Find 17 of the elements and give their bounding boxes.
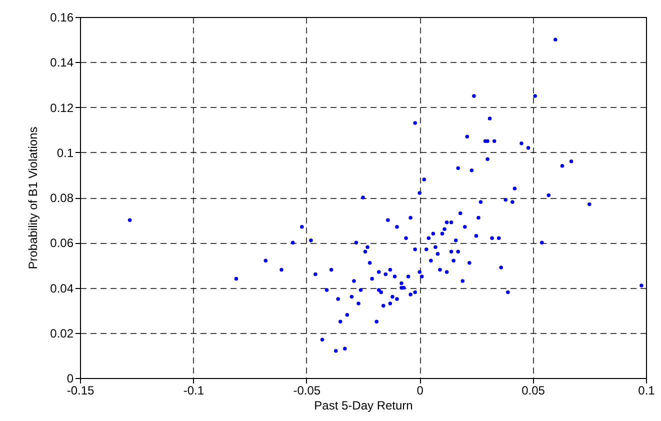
- y-tick-label: 0.1: [56, 146, 74, 160]
- x-tick-label: 0.1: [638, 384, 656, 398]
- x-tick-label: 0.05: [522, 384, 546, 398]
- y-tick-label: 0: [66, 372, 74, 386]
- y-tick-label: 0.16: [50, 10, 74, 24]
- y-tick-label: 0.12: [50, 100, 74, 115]
- x-tick-label: -0.15: [66, 384, 94, 398]
- y-tick-label: 0.02: [50, 326, 74, 340]
- x-axis-title: Past 5-Day Return: [314, 398, 413, 412]
- y-tick-label: 0.06: [50, 236, 74, 250]
- x-tick-label: -0.1: [183, 384, 204, 398]
- y-tick-label: 0.08: [50, 191, 74, 205]
- y-tick-label: 0.04: [50, 281, 74, 296]
- y-tick-label: 0.14: [50, 56, 74, 70]
- x-tick-label: -0.05: [293, 384, 321, 398]
- y-axis-title: Probability of B1 Violations: [26, 126, 40, 270]
- x-tick-label: 0: [416, 384, 424, 398]
